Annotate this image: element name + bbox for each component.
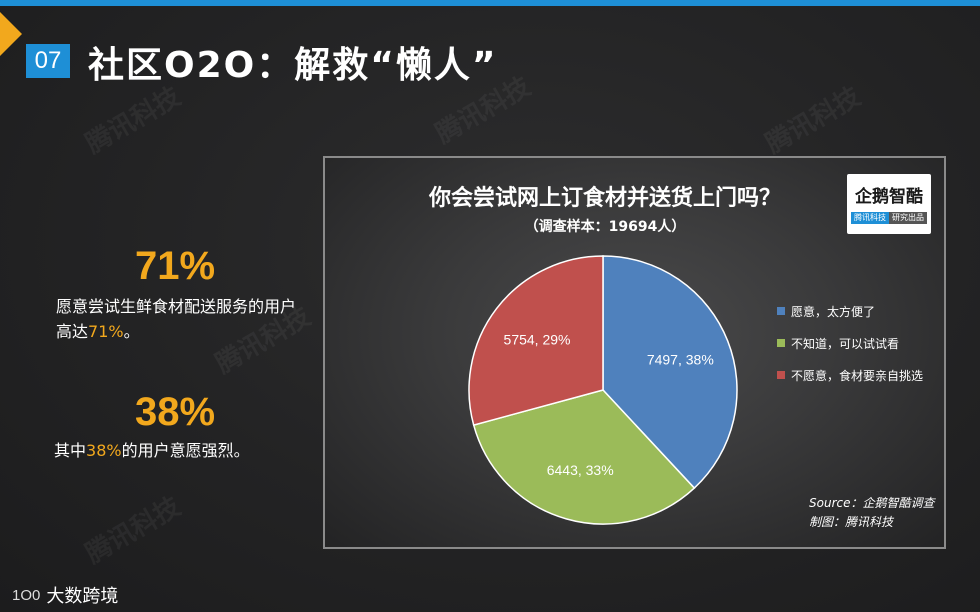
pie-slice-no bbox=[468, 255, 604, 427]
data-label-maybe: 6443, 33% bbox=[547, 462, 614, 478]
stat-71-text: 愿意尝试生鲜食材配送服务的用户高达71%。 bbox=[56, 297, 297, 341]
legend-swatch-yes bbox=[777, 307, 785, 315]
watermark: 腾讯科技 bbox=[80, 81, 186, 160]
watermark: 腾讯科技 bbox=[760, 81, 866, 160]
logo-sub-bar: 腾讯科技 研究出品 bbox=[851, 212, 927, 224]
footer-brand: 1O0 大数跨境 bbox=[12, 582, 118, 608]
legend-label-yes: 愿意，太方便了 bbox=[791, 304, 876, 319]
logo-sub-right: 研究出品 bbox=[889, 212, 927, 224]
logo-main-text: 企鹅智酷 bbox=[855, 187, 923, 207]
pie-chart: 7497, 38% 6443, 33% 5754, 29% bbox=[468, 255, 738, 525]
stat-38-text: 其中38%的用户意愿强烈。 bbox=[54, 441, 250, 460]
source-line: Source：企鹅智酷调查 bbox=[809, 496, 935, 510]
legend-item-yes: 愿意，太方便了 bbox=[777, 303, 923, 319]
stat-38-value: 38% bbox=[134, 390, 216, 434]
legend-item-no: 不愿意，食材要亲自挑选 bbox=[777, 367, 923, 383]
stat-38-highlight: 38% bbox=[86, 441, 122, 460]
legend-label-no: 不愿意，食材要亲自挑选 bbox=[791, 368, 924, 383]
chart-source: Source：企鹅智酷调查 制图：腾讯科技 bbox=[809, 494, 934, 532]
footer-brand-mark: 1O0 bbox=[12, 586, 41, 604]
stat-71-value: 71% bbox=[134, 244, 216, 288]
logo-sub-left: 腾讯科技 bbox=[851, 212, 889, 224]
pie-slice-yes bbox=[602, 255, 738, 490]
pie-slice-maybe bbox=[472, 389, 696, 525]
chart-panel: 你会尝试网上订食材并送货上门吗？ （调查样本：19694人） 企鹅智酷 腾讯科技… bbox=[323, 156, 946, 549]
chart-legend: 愿意，太方便了 不知道，可以试试看 不愿意，食材要亲自挑选 bbox=[777, 303, 923, 399]
legend-label-maybe: 不知道，可以试试看 bbox=[791, 336, 900, 351]
footer-brand-name: 大数跨境 bbox=[46, 586, 119, 607]
stat-71-highlight: 71% bbox=[88, 322, 124, 341]
data-label-yes: 7497, 38% bbox=[647, 352, 714, 368]
credit-line: 制图：腾讯科技 bbox=[809, 515, 894, 529]
top-accent-bar bbox=[0, 0, 980, 6]
page-title: 社区O2O：解救“懒人” bbox=[88, 45, 498, 86]
chart-title: 你会尝试网上订食材并送货上门吗？ bbox=[428, 186, 781, 211]
chart-subtitle: （调查样本：19694人） bbox=[524, 219, 686, 235]
penguin-intelligence-logo: 企鹅智酷 腾讯科技 研究出品 bbox=[847, 174, 931, 234]
data-label-no: 5754, 29% bbox=[504, 332, 571, 348]
legend-item-maybe: 不知道，可以试试看 bbox=[777, 335, 923, 351]
legend-swatch-no bbox=[777, 371, 785, 379]
section-number: 07 bbox=[26, 44, 70, 78]
watermark: 腾讯科技 bbox=[80, 491, 186, 570]
yellow-accent-wedge bbox=[0, 12, 22, 56]
legend-swatch-maybe bbox=[777, 339, 785, 347]
